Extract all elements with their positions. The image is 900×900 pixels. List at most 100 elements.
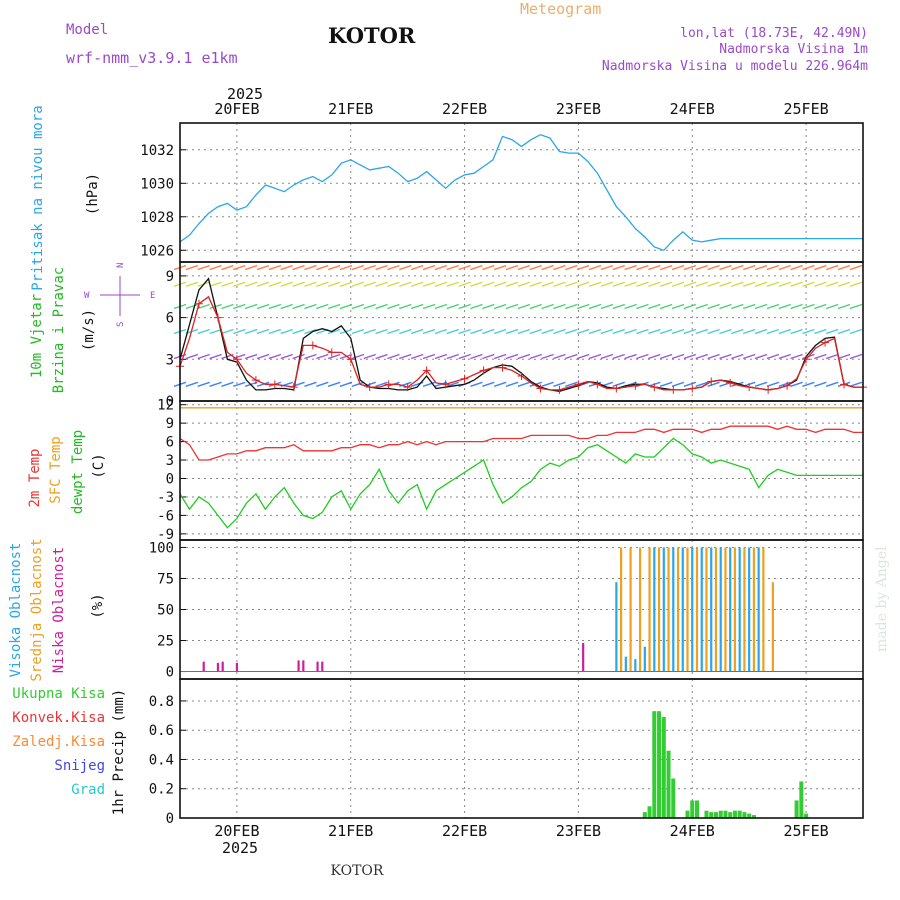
wind-barb	[256, 328, 270, 335]
bar	[686, 547, 689, 672]
wind-barb	[482, 264, 495, 271]
top-day-label: 23FEB	[556, 100, 601, 118]
wind-barb	[683, 353, 697, 360]
series-marker	[384, 380, 393, 389]
wind-barb	[387, 264, 400, 271]
bar	[737, 810, 742, 818]
bottom-day-labels: 20FEB 21FEB 22FEB 23FEB 24FEB 25FEB	[214, 822, 828, 840]
wind-barb	[553, 353, 566, 360]
panel-frame	[179, 122, 864, 263]
wind-barb	[719, 353, 732, 360]
wind-barb	[517, 328, 531, 335]
precip-legend-item: Konvek.Kisa	[12, 710, 105, 726]
wind-barb	[221, 381, 234, 387]
wind-barb	[351, 303, 365, 310]
wind-barb	[837, 328, 851, 335]
wind-barb	[588, 353, 602, 360]
y-tick-label: 0	[166, 665, 174, 681]
precip-legend-item: Ukupna Kisa	[12, 686, 105, 702]
wind-barb	[363, 281, 376, 287]
wind-barb	[209, 328, 222, 335]
series-marker	[726, 378, 735, 387]
wind-barb	[825, 281, 839, 287]
y-tick-label: -6	[157, 508, 174, 524]
wind-barb	[731, 353, 744, 360]
wind-barb	[351, 328, 365, 335]
bar	[681, 547, 684, 672]
wind-barb	[434, 303, 448, 310]
wind-barb	[339, 281, 353, 287]
wind-label-b: Brzina i Pravac	[51, 267, 67, 393]
wind-barb	[648, 353, 661, 360]
wind-barb	[600, 264, 614, 271]
series-marker	[346, 355, 355, 364]
series-line	[179, 437, 863, 529]
y-tick-label: 25	[157, 634, 174, 650]
wind-barb	[351, 264, 365, 271]
wind-barb	[553, 303, 566, 310]
meteogram-title: Meteogram	[520, 0, 601, 18]
bar	[662, 547, 665, 672]
wind-barb	[410, 303, 424, 310]
y-tick-label: 0.8	[149, 694, 174, 710]
wind-barb	[778, 381, 791, 387]
bar	[657, 711, 662, 818]
wind-barb	[707, 264, 720, 271]
wind-barb	[446, 381, 459, 387]
series-marker	[669, 385, 678, 394]
series-marker	[574, 380, 583, 389]
wind-barb	[316, 353, 329, 360]
wind-barb	[458, 328, 471, 335]
city-title: KOTOR	[328, 23, 416, 48]
wind-barb	[600, 281, 614, 287]
wind-barb	[339, 264, 353, 271]
wind-barb	[778, 303, 791, 310]
wind-barb	[814, 264, 827, 271]
series-marker	[821, 338, 830, 347]
bottom-day-label: 23FEB	[556, 822, 601, 840]
year-label-bottom: 2025	[222, 839, 258, 857]
wind-barb	[493, 353, 507, 360]
bar	[638, 547, 642, 672]
wind-barb	[327, 328, 341, 335]
top-day-labels: 20FEB 21FEB 22FEB 23FEB 24FEB 25FEB	[214, 100, 828, 118]
wind-barb	[731, 303, 744, 310]
wind-barb	[363, 303, 376, 310]
wind-barb	[422, 381, 436, 387]
y-tick-label: 0	[166, 811, 174, 827]
wind-barb	[814, 381, 827, 387]
wind-barb	[529, 303, 542, 310]
wind-barb	[470, 303, 483, 310]
wind-barb	[185, 264, 199, 271]
y-tick-label: 0.4	[149, 752, 174, 768]
temp-label-c: dewpt Temp	[70, 430, 86, 514]
wind-barb	[256, 303, 270, 310]
wind-barb	[244, 264, 258, 271]
wind-barb	[221, 328, 234, 335]
series-marker	[745, 383, 754, 392]
wind-barb	[671, 303, 685, 310]
series-marker	[251, 376, 260, 385]
wind-barb	[837, 264, 851, 271]
wind-barb	[742, 353, 756, 360]
bar	[652, 711, 657, 818]
bar	[713, 812, 718, 818]
wind-barb	[209, 353, 222, 360]
wind-barb	[565, 264, 578, 271]
series-marker	[631, 381, 640, 390]
wind-barb	[778, 281, 791, 287]
wind-barb	[470, 281, 483, 287]
wind-barb	[529, 328, 542, 335]
precip-legend-item: Zaledj.Kisa	[12, 734, 105, 750]
bar	[661, 717, 666, 818]
wind-barb	[185, 353, 199, 360]
wind-barb	[339, 303, 353, 310]
wind-barb	[233, 264, 246, 271]
wind-barb	[458, 353, 471, 360]
wind-barb	[327, 381, 341, 387]
wind-barb	[375, 381, 388, 387]
bar	[709, 812, 714, 818]
bar	[671, 778, 676, 818]
series-marker	[403, 383, 412, 392]
wind-barb	[825, 303, 839, 310]
